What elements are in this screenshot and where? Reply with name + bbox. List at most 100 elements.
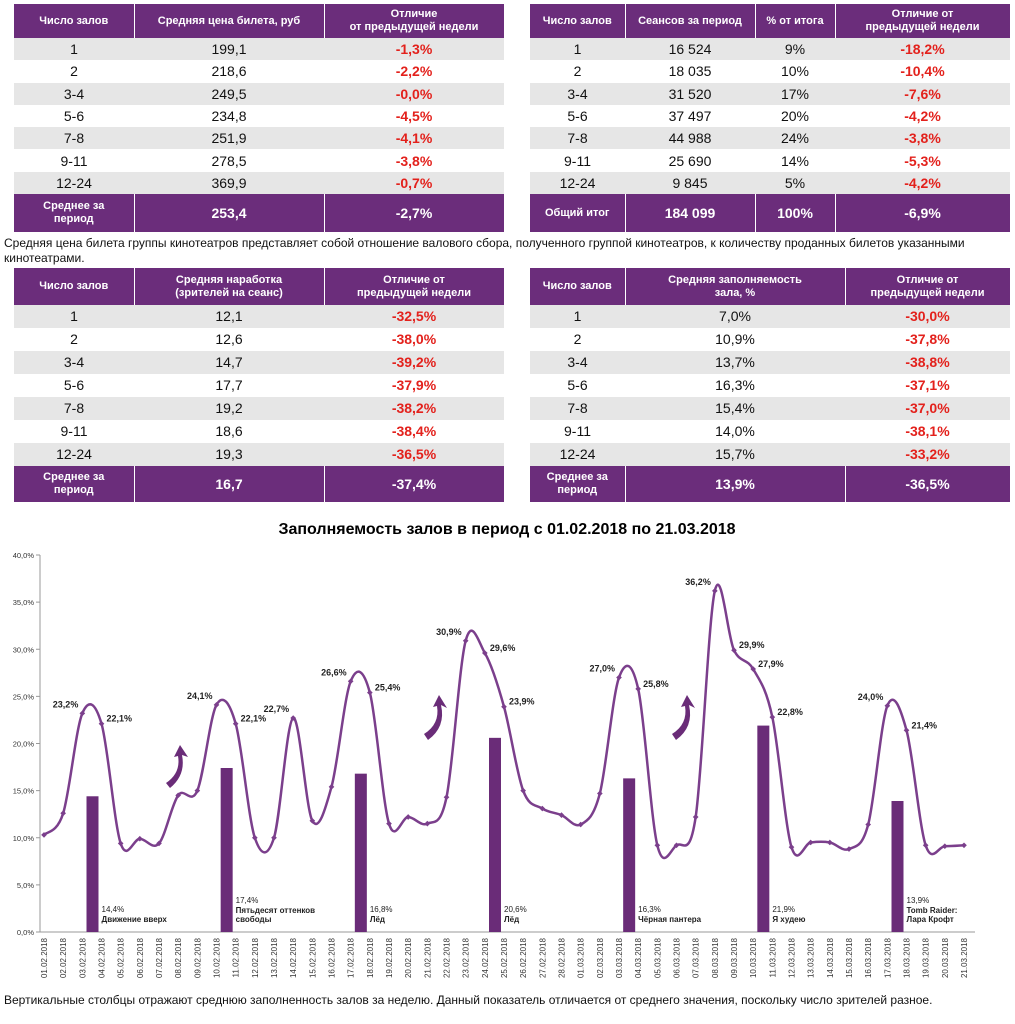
cell: 251,9 <box>134 127 324 150</box>
x-tick-label: 19.02.2018 <box>385 937 394 978</box>
bar-value-label: 14,4% <box>102 905 125 914</box>
cell: 234,8 <box>211 107 247 124</box>
x-tick-label: 05.02.2018 <box>117 937 126 978</box>
point-marker <box>827 839 833 846</box>
point-marker <box>654 842 661 849</box>
cell: -0,7% <box>324 171 504 195</box>
x-tick-label: 15.02.2018 <box>308 937 317 978</box>
cell: -18,2% <box>835 38 1010 61</box>
cell-line: (зрителей на сеанс) <box>175 286 283 299</box>
y-tick-label: 15,0% <box>13 787 35 796</box>
cell: 14,0% <box>715 423 755 440</box>
bar <box>86 796 99 932</box>
data-label: 27,9% <box>758 659 784 669</box>
x-tick-label: 14.02.2018 <box>289 937 298 978</box>
point-marker <box>367 689 373 696</box>
data-table: Число залов Сеансов за период % от итога От… <box>530 4 1011 233</box>
table-row: 7-8 44 988 24% -3,8% <box>530 127 1010 150</box>
cell-line: Отличие <box>390 8 438 21</box>
total-cell: Среднее за период <box>530 466 626 502</box>
cell: -37,9% <box>391 377 437 394</box>
cell: 17,7 <box>215 377 243 394</box>
cell: 5-6 <box>63 107 85 124</box>
cell: 17% <box>755 82 835 105</box>
footnote: Вертикальные столбцы отражают среднюю за… <box>4 993 933 1007</box>
x-tick-label: 15.03.2018 <box>845 937 854 978</box>
cell: 3-4 <box>14 82 134 105</box>
cell: -1,3% <box>324 38 504 61</box>
point-marker <box>961 842 967 849</box>
x-tick-label: 16.02.2018 <box>328 937 337 978</box>
total-cell: Среднее за период <box>14 194 135 233</box>
data-label: 36,2% <box>685 577 711 587</box>
point-marker <box>750 666 756 672</box>
y-tick-label: 30,0% <box>13 645 35 654</box>
cell-line: Средняя наработка <box>175 273 283 286</box>
bar-value-label: 21,9% <box>772 905 795 914</box>
cell-line: предыдущей недели <box>865 21 980 33</box>
point-marker <box>884 702 891 709</box>
cell: 7,0% <box>625 305 845 328</box>
point-marker <box>520 787 526 794</box>
x-tick-label: 20.02.2018 <box>404 937 413 978</box>
y-tick-label: 35,0% <box>13 598 35 607</box>
header-cell: Средняя наработка (зрителей на сеанс) <box>134 268 325 305</box>
cell: -37,8% <box>905 331 950 348</box>
cell: 3-4 <box>530 82 625 105</box>
x-tick-label: 12.02.2018 <box>251 937 260 978</box>
data-label: 30,9% <box>436 627 462 637</box>
cell-line: период <box>557 484 598 496</box>
cell-line: Среднее за <box>546 471 608 484</box>
cell: -4,1% <box>324 127 504 150</box>
total-row: Среднее за период 253,4 -2,7% <box>14 194 505 233</box>
bar-label: Чёрная пантера <box>638 915 701 924</box>
x-tick-label: 01.03.2018 <box>577 937 586 978</box>
bar <box>220 768 233 932</box>
x-tick-label: 02.02.2018 <box>59 937 68 978</box>
total-cell: Среднее за период <box>14 466 135 502</box>
point-marker <box>309 817 316 824</box>
table-row: 12-24 19,3 -36,5% <box>14 443 504 466</box>
cell: 12,6 <box>215 331 243 348</box>
cell: 278,5 <box>211 152 247 169</box>
table-row: 2 18 035 10% -10,4% <box>530 60 1010 82</box>
cell-line: предыдущей недели <box>870 286 985 299</box>
cell: 19,2 <box>134 397 324 420</box>
x-tick-label: 07.02.2018 <box>155 937 164 978</box>
point-marker <box>137 835 143 842</box>
cell: 1 <box>14 38 134 61</box>
cell: -38,8% <box>845 351 1010 374</box>
point-marker <box>117 840 124 847</box>
x-tick-label: 23.02.2018 <box>462 937 471 978</box>
x-tick-label: 13.02.2018 <box>270 937 279 978</box>
cell: 19,3 <box>134 443 324 466</box>
cell-line: Отличие от <box>383 273 445 286</box>
cell: 7-8 <box>14 397 134 420</box>
bar-label: Пятьдесят оттенков <box>236 906 316 915</box>
y-tick-label: 10,0% <box>13 834 35 843</box>
cell: -10,4% <box>900 63 945 80</box>
bar <box>757 725 770 932</box>
cell: 18,6 <box>215 423 243 440</box>
point-marker <box>156 840 162 847</box>
cell: 15,4% <box>625 397 845 420</box>
table-row: 1 16 524 9% -18,2% <box>530 38 1010 61</box>
point-marker <box>424 820 431 827</box>
table-row: 9-11 18,6 -38,4% <box>14 420 504 443</box>
header-row: Число залов Сеансов за период % от итога От… <box>530 4 1011 38</box>
cell: 7-8 <box>530 127 625 150</box>
data-table: Число залов Средняя цена билета, руб Отлич… <box>14 4 505 233</box>
cell: 1 <box>14 305 134 328</box>
point-marker <box>788 844 795 851</box>
data-label: 22,1% <box>107 714 133 724</box>
point-marker <box>501 703 507 710</box>
total-cell: 253,4 <box>134 194 325 233</box>
table-row: 5-6 17,7 -37,9% <box>14 374 504 397</box>
cell: -37,0% <box>845 397 1010 420</box>
cell: -4,2% <box>904 107 941 124</box>
cell: 25 690 <box>668 152 712 169</box>
cell-line: Среднее за <box>43 200 105 213</box>
data-label: 24,1% <box>187 691 213 701</box>
cell-line: Число залов <box>542 14 612 27</box>
